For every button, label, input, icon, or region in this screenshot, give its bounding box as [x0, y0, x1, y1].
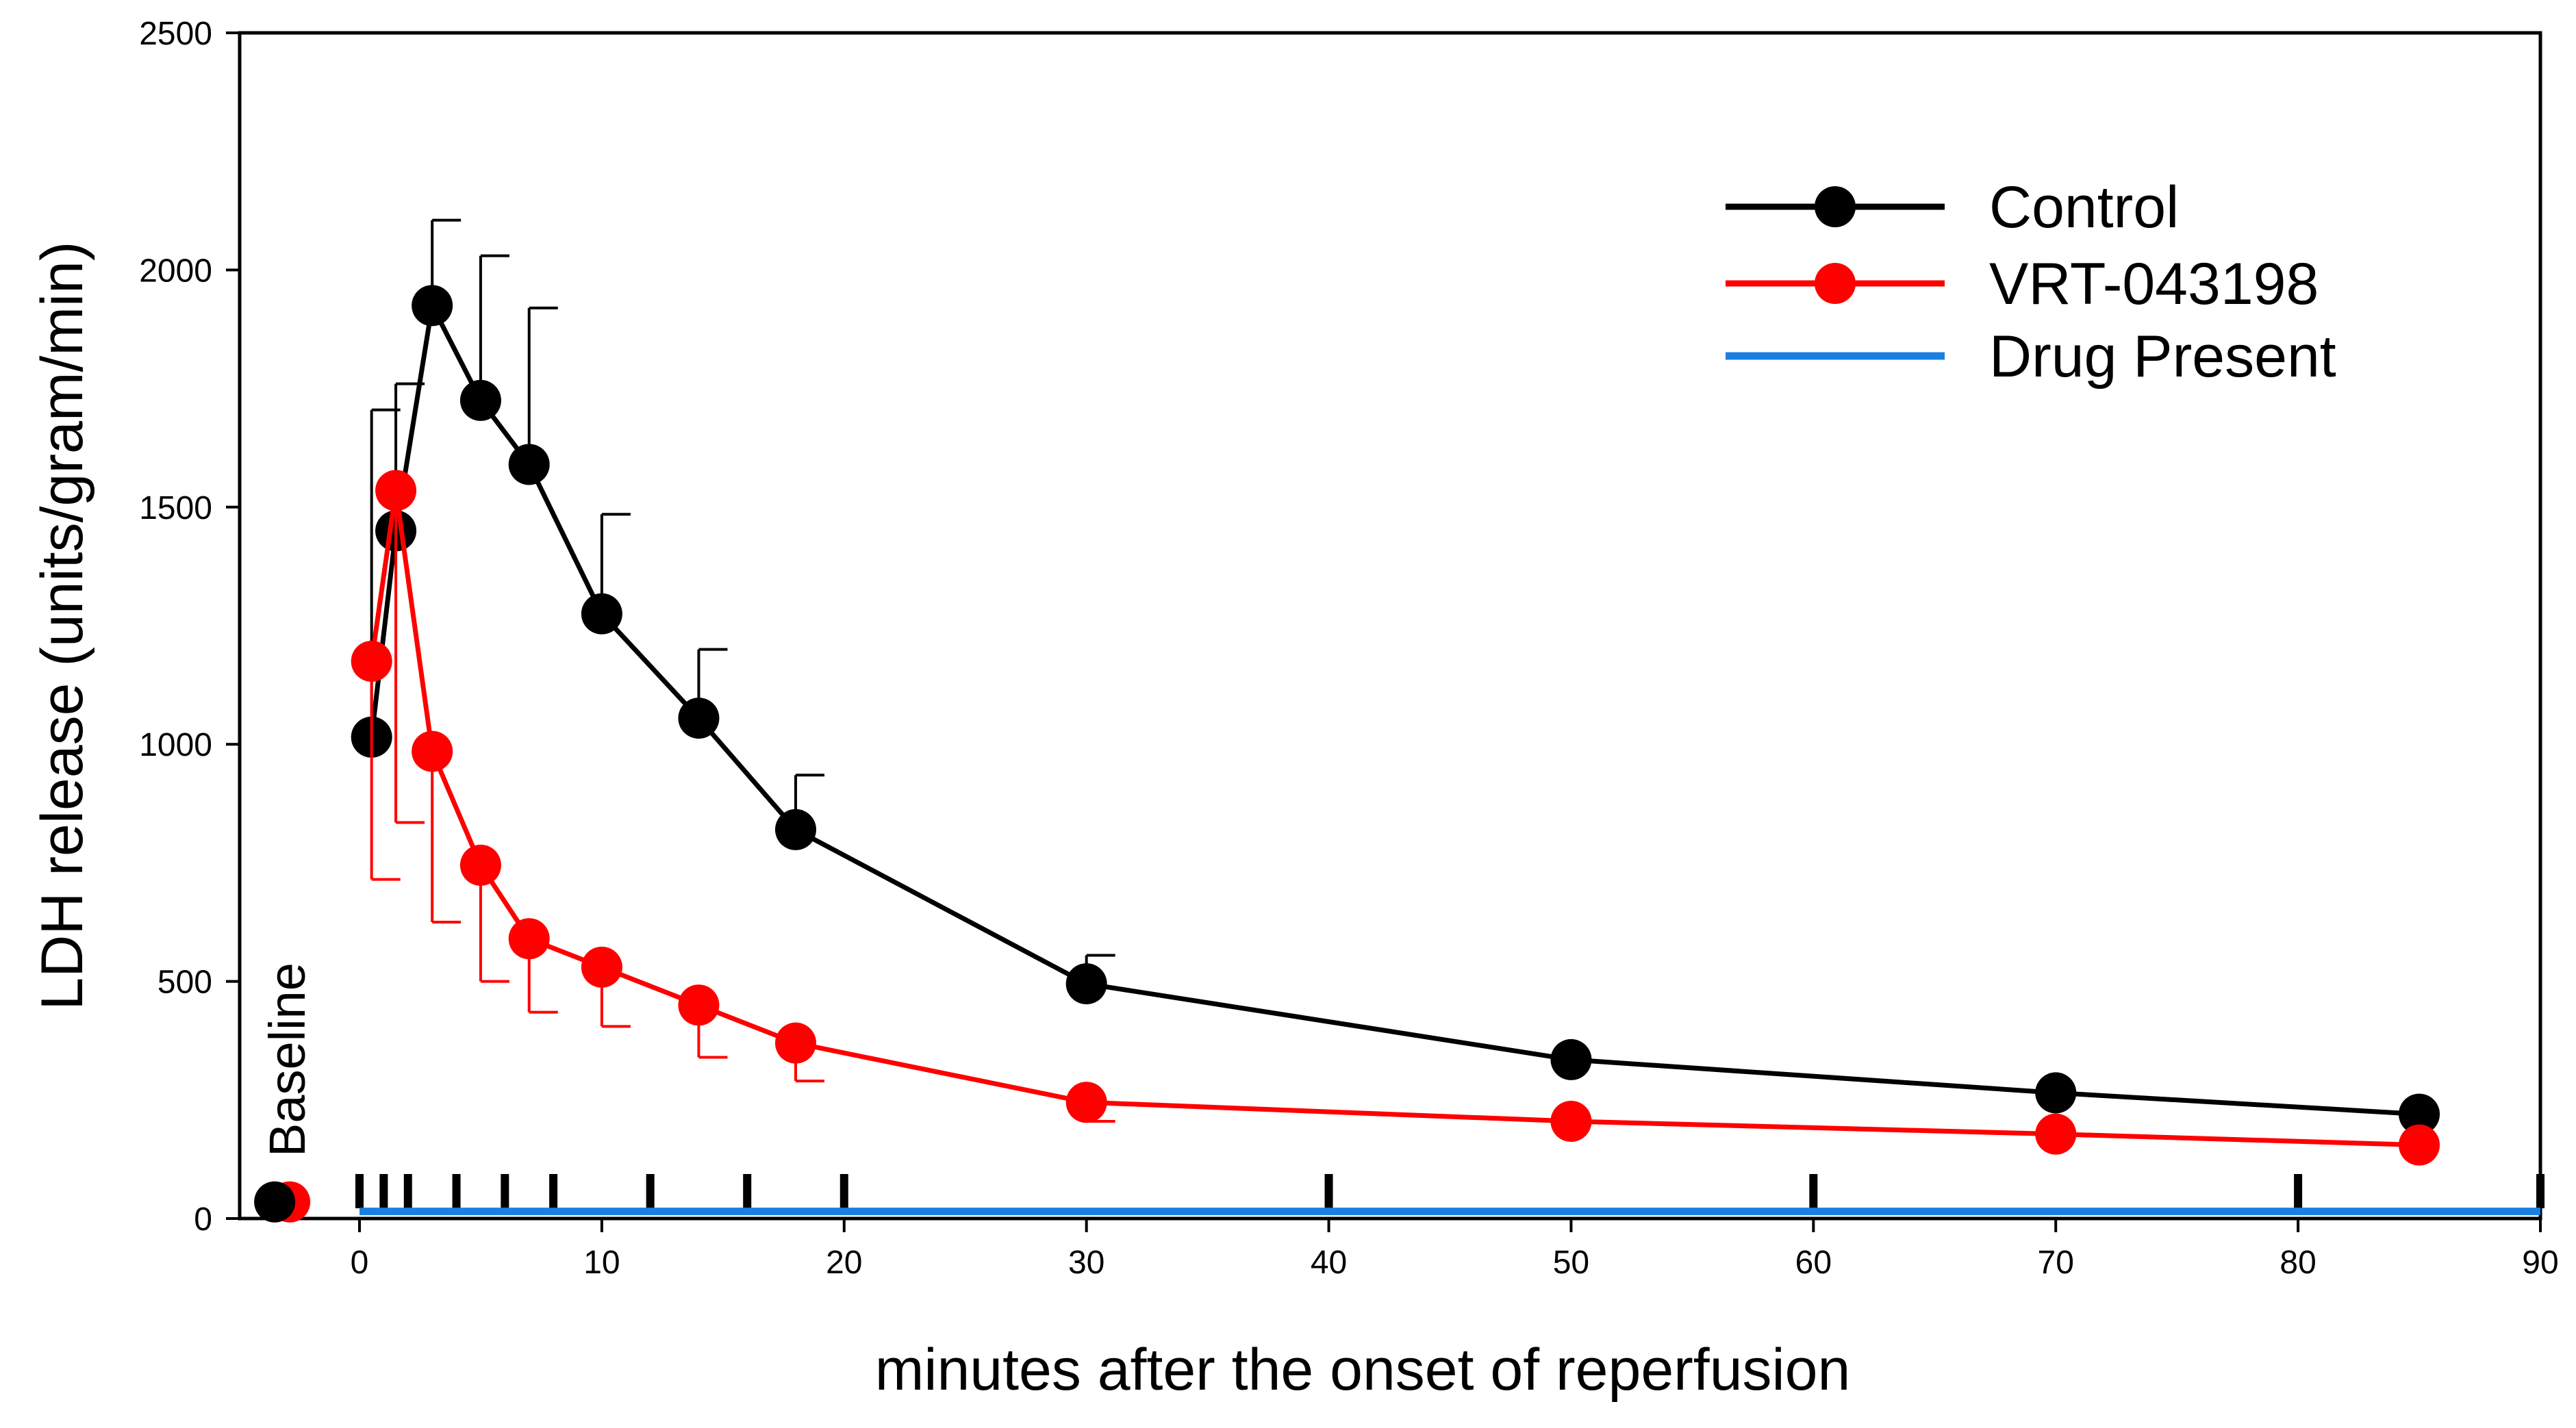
y-tick-label: 2500	[139, 16, 212, 52]
x-tick-label: 80	[2280, 1245, 2316, 1281]
control-point	[2399, 1093, 2440, 1135]
y-tick-label: 2000	[139, 253, 212, 289]
plot-frame	[238, 31, 2542, 1221]
legend-vrt-label: VRT-043198	[1989, 251, 2319, 317]
y-axis-title: LDH release (units/gram/min)	[29, 241, 95, 1010]
x-tick-label: 30	[1068, 1245, 1104, 1281]
y-tick-label: 1500	[139, 490, 212, 526]
vrt-point	[412, 730, 453, 772]
vrt-point	[375, 470, 417, 511]
vrt-point	[2399, 1124, 2440, 1166]
control-point	[2035, 1072, 2077, 1114]
control-point	[775, 808, 816, 850]
x-tick-label: 70	[2038, 1245, 2074, 1281]
control-point	[1550, 1038, 1592, 1080]
vrt-point	[775, 1022, 816, 1064]
y-tick-label: 1000	[139, 727, 212, 763]
vrt-point	[508, 918, 550, 960]
baseline-control-point	[254, 1181, 296, 1223]
vrt-point	[459, 844, 501, 886]
x-tick-label: 50	[1553, 1245, 1589, 1281]
vrt-line	[369, 490, 2420, 1148]
x-tick-label: 60	[1795, 1245, 1832, 1281]
y-tick-label: 0	[194, 1201, 212, 1238]
legend-control-marker	[1815, 186, 1856, 227]
vrt-point	[581, 946, 622, 988]
vrt-point	[2035, 1113, 2077, 1155]
legend-vrt-marker	[1815, 263, 1856, 304]
legend-drug-label: Drug Present	[1989, 324, 2336, 390]
control-point	[581, 593, 622, 635]
control-point	[508, 444, 550, 485]
legend-control-label: Control	[1989, 175, 2179, 240]
vrt-point	[351, 640, 392, 682]
control-point	[412, 285, 453, 327]
control-point	[678, 698, 720, 739]
vrt-point	[678, 984, 720, 1026]
vrt-point	[1065, 1082, 1107, 1123]
x-axis-title: minutes after the onset of reperfusion	[875, 1337, 1851, 1403]
x-tick-label: 90	[2522, 1245, 2558, 1281]
baseline-label: Baseline	[259, 962, 316, 1157]
control-point	[1065, 963, 1107, 1005]
x-tick-label: 20	[826, 1245, 862, 1281]
control-point	[459, 379, 501, 421]
x-tick-label: 0	[351, 1245, 369, 1281]
x-tick-label: 40	[1311, 1245, 1347, 1281]
x-tick-label: 10	[583, 1245, 620, 1281]
vrt-point	[1550, 1100, 1592, 1142]
control-line	[369, 298, 2420, 1117]
y-tick-label: 500	[157, 965, 212, 1001]
